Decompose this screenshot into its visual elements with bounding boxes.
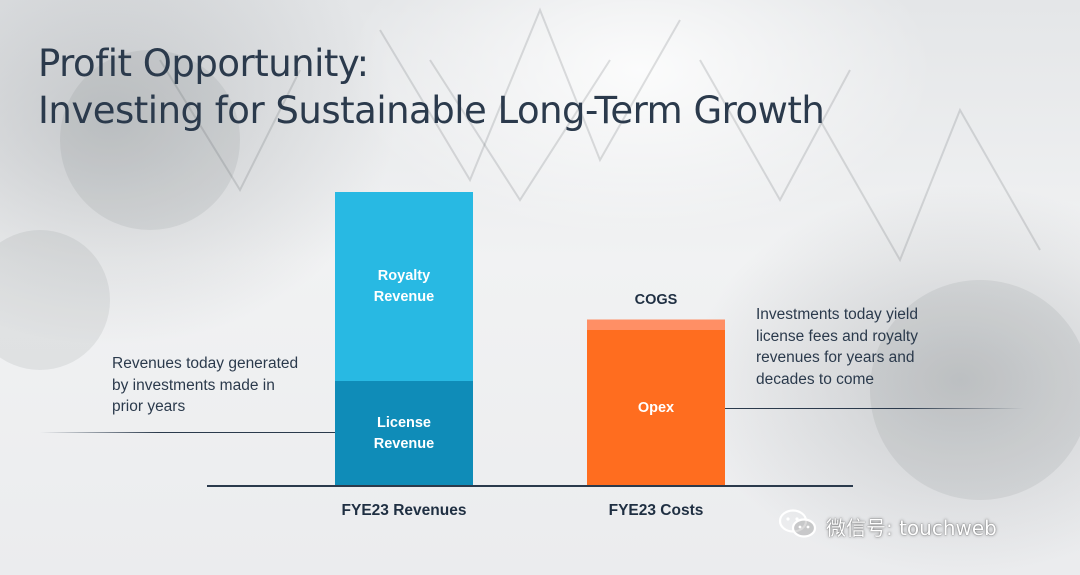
right-annotation: Investments today yield license fees and… <box>756 304 918 390</box>
cogs-label: COGS <box>634 291 678 308</box>
left-annotation: Revenues today generated by investments … <box>112 353 298 418</box>
license-revenue-label: License Revenue <box>335 413 473 455</box>
title-line-1: Profit Opportunity: <box>38 42 369 85</box>
left-annotation-line-3: prior years <box>112 398 186 415</box>
left-annotation-rule <box>40 432 336 433</box>
right-annotation-line-4: decades to come <box>756 370 875 388</box>
royalty-label-line-1: Royalty <box>377 267 431 284</box>
right-annotation-line-1: Investments today yield <box>756 306 918 323</box>
license-revenue-segment <box>335 381 473 486</box>
right-annotation-line-3: revenues for years and <box>756 349 915 366</box>
category-label-revenues: FYE23 Revenues <box>341 502 467 519</box>
left-annotation-line-1: Revenues today generated <box>112 355 299 372</box>
watermark: 微信号: touchweb <box>778 508 997 545</box>
license-label-line-1: License <box>377 414 431 431</box>
opex-label: Opex <box>637 399 675 416</box>
royalty-revenue-label: Royalty Revenue <box>335 266 473 308</box>
category-label-costs: FYE23 Costs <box>608 502 704 519</box>
slide-title: Profit Opportunity: Investing for Sustai… <box>38 40 825 134</box>
right-annotation-rule <box>724 408 1024 409</box>
title-line-2: Investing for Sustainable Long-Term Grow… <box>38 89 825 132</box>
cogs-segment <box>587 319 725 330</box>
opex-segment <box>587 330 725 486</box>
wechat-icon <box>778 508 818 545</box>
license-label-line-2: Revenue <box>373 435 435 452</box>
royalty-revenue-segment <box>335 192 473 381</box>
right-annotation-line-2: license fees and royalty <box>756 327 918 345</box>
royalty-label-line-2: Revenue <box>373 288 435 305</box>
watermark-text: 微信号: touchweb <box>826 515 997 540</box>
left-annotation-line-2: by investments made in <box>112 376 275 394</box>
